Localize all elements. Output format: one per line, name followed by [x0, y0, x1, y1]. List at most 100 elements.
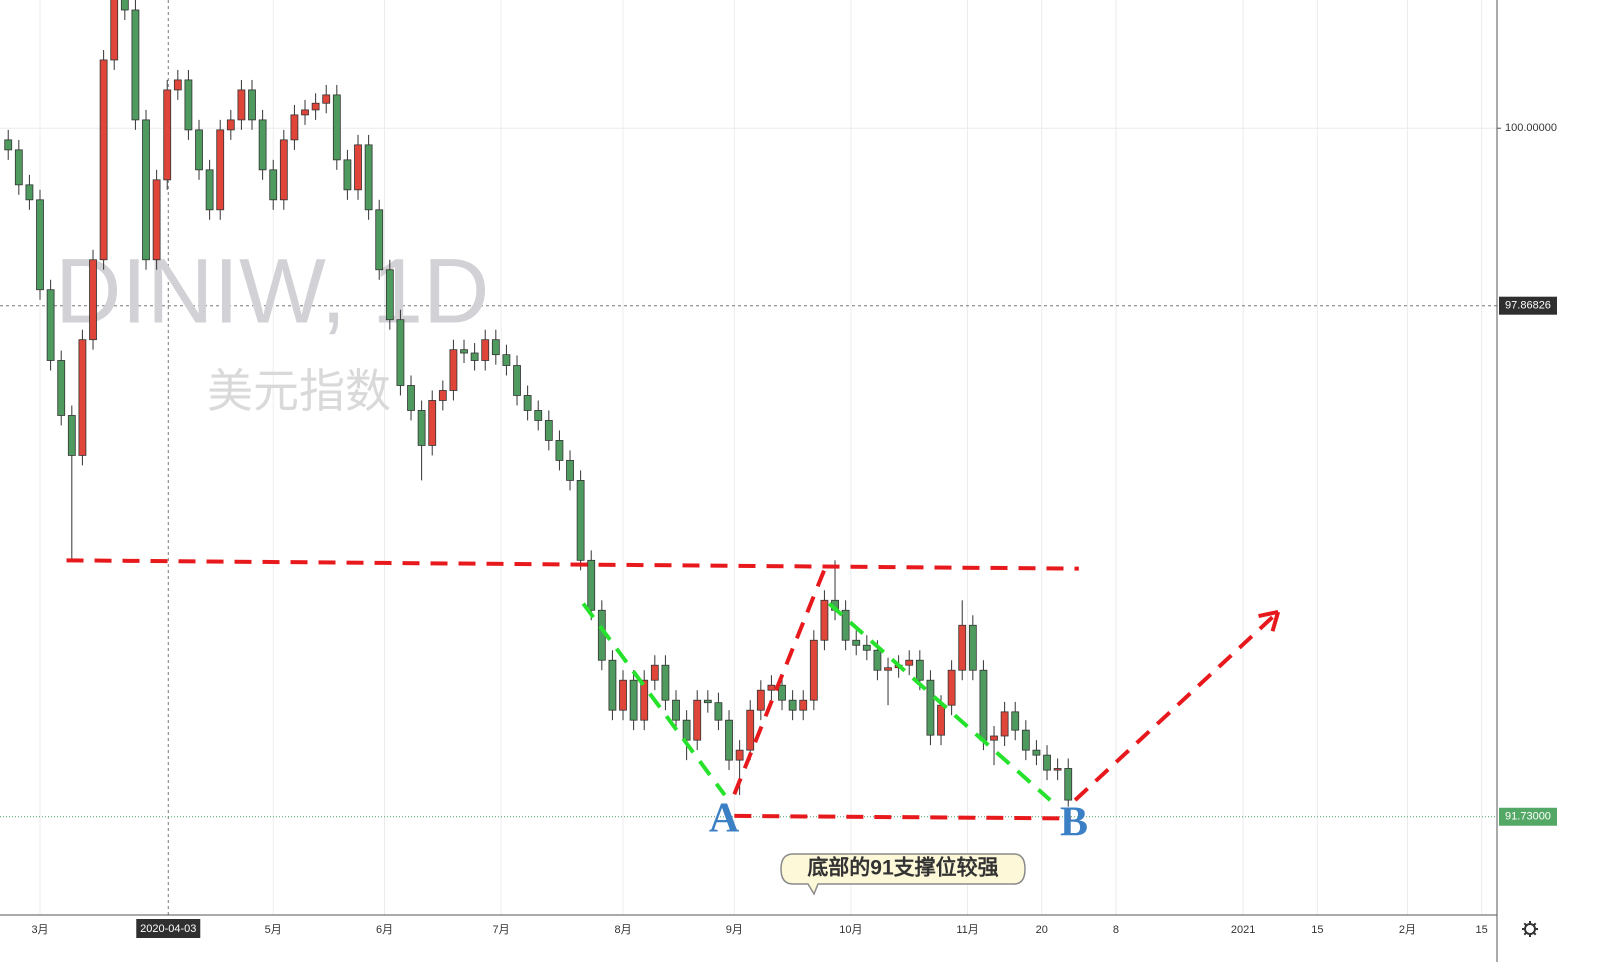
candle-body: [608, 659, 617, 711]
candle-body: [428, 400, 437, 446]
candle-body: [279, 139, 288, 201]
x-tick-label: 10月: [839, 924, 862, 936]
candle-body: [301, 109, 309, 116]
last-price-label: 91.73000: [1505, 811, 1551, 823]
candle-body: [905, 659, 914, 666]
candle-body: [947, 669, 956, 706]
trend-line: [827, 602, 1052, 802]
settings-icon[interactable]: [1522, 921, 1538, 937]
x-tick-label: 2021: [1231, 924, 1255, 936]
candle-body: [1043, 754, 1051, 771]
candle-body: [460, 349, 468, 354]
candle-body: [661, 664, 670, 701]
candle-body: [1064, 768, 1073, 801]
x-tick-label: 9月: [726, 924, 743, 936]
trend-line: [734, 813, 1071, 821]
x-tick-label: 11月: [956, 924, 978, 936]
candle-body: [354, 144, 362, 191]
candle-body: [640, 679, 649, 721]
candle-body: [248, 89, 256, 121]
candle-body: [311, 102, 320, 111]
candle-body: [449, 349, 458, 391]
candle-body: [25, 184, 34, 201]
candle-body: [587, 559, 596, 611]
x-tick-label: 15: [1311, 924, 1323, 936]
x-tick-label: 8月: [614, 924, 631, 936]
candle-body: [89, 259, 97, 341]
candle-body: [629, 679, 638, 721]
candle-body: [926, 679, 935, 736]
x-tick-label: 5月: [265, 924, 282, 936]
candle-body: [216, 129, 225, 211]
candle-body: [14, 149, 23, 186]
crosshair-x-label: 2020-04-03: [140, 923, 196, 935]
candle-body: [57, 360, 66, 416]
candle-body: [322, 94, 331, 104]
x-tick-label: 20: [1036, 924, 1048, 936]
trend-line: [66, 558, 1079, 571]
candle-body: [841, 609, 850, 641]
grid: [0, 0, 1497, 915]
candle-body: [513, 365, 521, 396]
candle-body: [650, 664, 659, 681]
candle-body: [375, 209, 384, 271]
candle-body: [693, 699, 702, 741]
candle-body: [491, 339, 500, 356]
candle-body: [915, 659, 924, 681]
candle-body: [269, 169, 278, 201]
candle-body: [884, 667, 892, 671]
candle-body: [385, 269, 394, 321]
candle-body: [566, 460, 574, 481]
x-tick-label: 2月: [1399, 924, 1416, 936]
candle-body: [523, 395, 532, 411]
candle-body: [364, 144, 373, 211]
candle-body: [1032, 749, 1041, 756]
candle-body: [131, 9, 140, 121]
candle-body: [979, 669, 988, 741]
candle-body: [152, 179, 161, 261]
candle-body: [173, 79, 182, 91]
label-a: A: [709, 796, 740, 842]
candle-body: [205, 169, 214, 211]
candle-body: [120, 0, 129, 11]
callout-text: 底部的91支撑位较强: [807, 856, 998, 880]
x-tick-label: 8: [1113, 924, 1119, 936]
candle-body: [1011, 711, 1020, 731]
candle-body: [968, 624, 977, 671]
candle-body: [852, 639, 861, 646]
candle-body: [4, 139, 13, 151]
candle-body: [332, 94, 341, 161]
candle-body: [809, 639, 818, 701]
candle-body: [237, 89, 246, 121]
crosshair-y-label: 97.86826: [1505, 300, 1551, 312]
candle-body: [226, 119, 235, 131]
candle-body: [534, 410, 543, 421]
candle-body: [958, 624, 967, 671]
candle-body: [1053, 768, 1062, 771]
candle-body: [290, 114, 299, 141]
candle-body: [767, 684, 776, 691]
candles: [4, 0, 1073, 807]
candle-body: [67, 415, 76, 456]
candle-body: [714, 702, 723, 721]
x-tick-label: 15: [1476, 924, 1488, 936]
candle-body: [619, 679, 627, 711]
candle-body: [258, 119, 267, 171]
arrow-head: [1258, 609, 1281, 632]
candle-body: [184, 79, 193, 131]
candle-body: [195, 129, 203, 171]
candle-body: [110, 0, 119, 61]
x-tick-label: 6月: [376, 924, 393, 936]
callout-box: [780, 853, 1026, 896]
candle-body: [735, 749, 744, 761]
candle-body: [1021, 729, 1030, 751]
watermark-title: DINIW, 1D: [55, 240, 489, 342]
candle-body: [555, 440, 564, 461]
y-tick-label: 100.00000: [1505, 122, 1557, 134]
candle-body: [820, 599, 829, 641]
candle-body: [544, 420, 553, 441]
trend-line: [581, 602, 727, 797]
candle-body: [682, 719, 691, 741]
candle-body: [778, 684, 786, 701]
